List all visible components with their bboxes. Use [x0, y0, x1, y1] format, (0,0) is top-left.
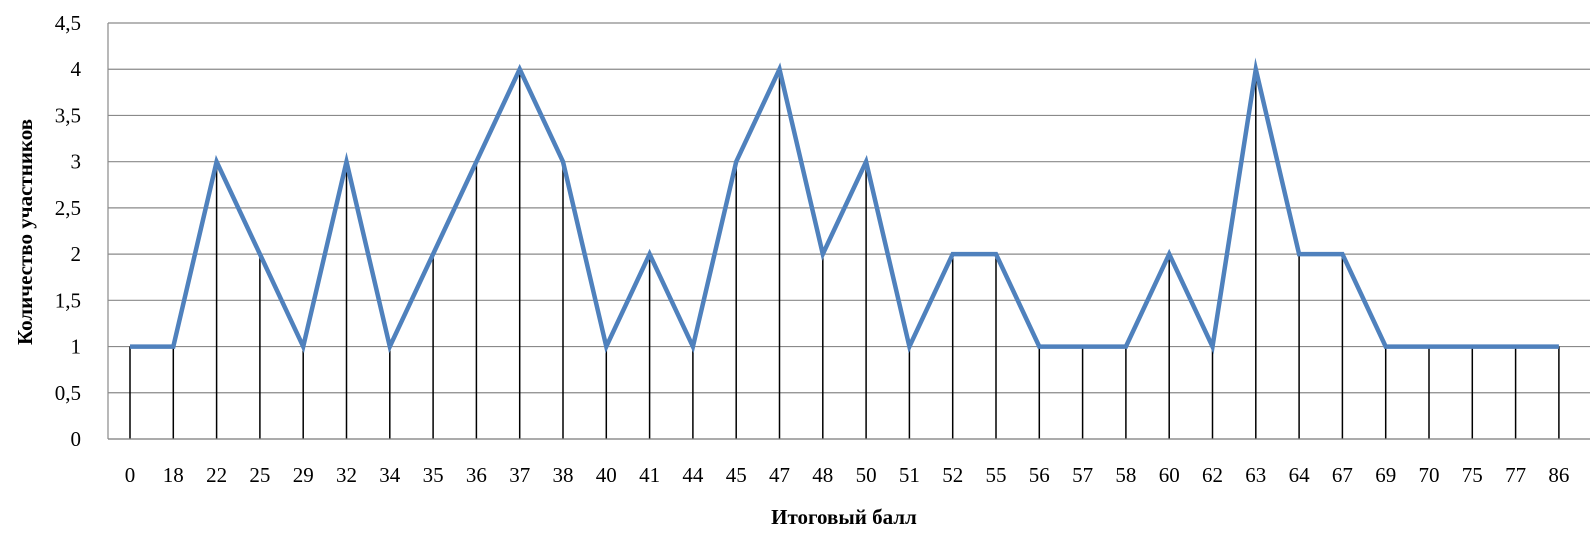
x-tick-label: 58 — [1115, 463, 1136, 487]
y-tick-label: 1 — [71, 335, 82, 359]
x-tick-label: 25 — [249, 463, 270, 487]
x-tick-label: 55 — [986, 463, 1007, 487]
x-axis-title: Итоговый балл — [771, 505, 917, 529]
x-tick-label: 56 — [1029, 463, 1050, 487]
x-tick-label: 41 — [639, 463, 660, 487]
y-tick-label: 0 — [71, 427, 82, 451]
x-tick-label: 38 — [553, 463, 574, 487]
y-tick-labels: 0 0,5 1 1,5 2 2,5 3 3,5 4 4,5 — [55, 11, 82, 451]
x-tick-label: 64 — [1289, 463, 1311, 487]
x-tick-label: 69 — [1375, 463, 1396, 487]
y-tick-label: 3 — [71, 150, 82, 174]
y-tick-label: 0,5 — [55, 381, 81, 405]
x-tick-label: 37 — [509, 463, 530, 487]
data-series — [129, 57, 1559, 355]
x-tick-label: 35 — [423, 463, 444, 487]
x-tick-label: 34 — [379, 463, 401, 487]
y-tick-label: 2,5 — [55, 196, 81, 220]
x-tick-label: 51 — [899, 463, 920, 487]
x-tick-label: 70 — [1419, 463, 1440, 487]
y-tick-label: 3,5 — [55, 103, 81, 127]
x-tick-label: 45 — [726, 463, 747, 487]
x-tick-label: 62 — [1202, 463, 1223, 487]
x-tick-label: 22 — [206, 463, 227, 487]
x-tick-label: 18 — [163, 463, 184, 487]
axes — [107, 23, 1590, 440]
x-tick-label: 52 — [942, 463, 963, 487]
x-tick-label: 50 — [856, 463, 877, 487]
x-tick-label: 32 — [336, 463, 357, 487]
x-tick-label: 40 — [596, 463, 617, 487]
x-tick-label: 57 — [1072, 463, 1093, 487]
x-tick-label: 60 — [1159, 463, 1180, 487]
x-tick-label: 44 — [682, 463, 704, 487]
x-tick-label: 29 — [293, 463, 314, 487]
drop-lines — [129, 69, 1560, 439]
x-tick-label: 48 — [812, 463, 833, 487]
x-tick-label: 36 — [466, 463, 487, 487]
y-tick-label: 1,5 — [55, 288, 81, 312]
horizontal-gridlines — [108, 22, 1590, 440]
y-axis-title: Количество участников — [13, 119, 37, 345]
y-tick-label: 4 — [71, 57, 82, 81]
x-tick-label: 75 — [1462, 463, 1483, 487]
x-tick-label: 86 — [1548, 463, 1569, 487]
x-tick-label: 63 — [1245, 463, 1266, 487]
x-tick-label: 47 — [769, 463, 790, 487]
y-tick-label: 2 — [71, 242, 82, 266]
series-line — [130, 57, 1559, 355]
x-tick-label: 0 — [125, 463, 136, 487]
x-tick-labels: 0 18 22 25 29 32 34 35 36 37 38 40 41 44 45 47 48 50 51 52 5… — [125, 463, 1570, 487]
x-tick-label: 77 — [1505, 463, 1526, 487]
y-tick-label: 4,5 — [55, 11, 81, 35]
x-tick-label: 67 — [1332, 463, 1353, 487]
